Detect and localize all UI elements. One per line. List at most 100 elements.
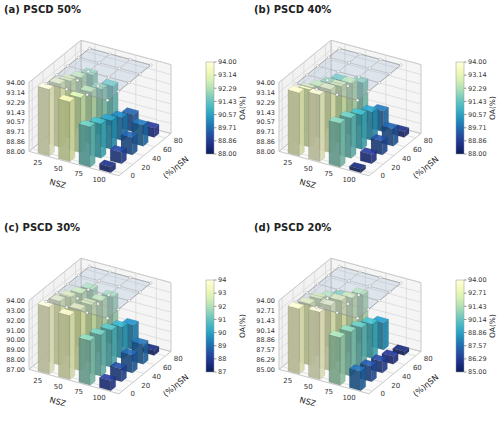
plane-dot	[76, 297, 79, 300]
y-tick-label: 20	[391, 382, 400, 390]
bar-face	[308, 92, 319, 162]
bar-face	[121, 131, 137, 138]
plane-dot	[378, 81, 381, 84]
bar-face	[90, 337, 95, 385]
plane-line	[87, 277, 130, 312]
colorbar-tick	[464, 358, 467, 359]
colorbar-tick-label: 93.14	[218, 71, 237, 79]
plane-line	[337, 277, 380, 312]
colorbar-tick-label: 88.86	[468, 137, 487, 145]
plane-dot	[86, 311, 89, 314]
plane-line	[317, 272, 360, 307]
x-tick-label: 100	[342, 176, 355, 184]
plane-line	[296, 302, 357, 319]
plane-line	[68, 284, 129, 301]
z-tick-label: 94.00	[256, 297, 275, 305]
plane-dot	[150, 282, 153, 285]
colorbar-tick-label: 93	[218, 289, 226, 297]
plane-dot	[338, 47, 341, 50]
bar-face	[329, 331, 345, 338]
bar-face	[70, 98, 75, 162]
plane-dot	[359, 271, 362, 274]
plane-dot	[306, 74, 309, 77]
grid	[29, 40, 171, 173]
plane-line	[296, 48, 339, 83]
z-tick-label: 94.00	[256, 79, 275, 87]
colorbar-tick-label: 85.00	[468, 368, 487, 376]
plane	[46, 266, 151, 318]
colorbar-tick-label: 92.71	[468, 289, 487, 297]
x-tick-label: 50	[54, 165, 63, 173]
plane-dot	[338, 265, 341, 268]
colorbar-bar	[206, 280, 214, 372]
bar	[110, 145, 126, 164]
y-tick-label: 60	[163, 146, 172, 154]
plane-dot	[45, 82, 48, 85]
bar	[308, 88, 324, 162]
bar-face	[132, 119, 148, 126]
bar-face	[58, 313, 69, 380]
panel: (b) PSCD 40%25507510002040608088.0088.86…	[254, 4, 497, 191]
z-tick-label: 94.00	[6, 79, 25, 87]
plane-dot	[128, 81, 131, 84]
plane-dot	[97, 303, 100, 306]
bar-face	[99, 160, 115, 167]
z-tick-label: 88.86	[256, 138, 275, 146]
plane-dot	[367, 308, 370, 311]
z-tick-label: 94.00	[6, 297, 25, 305]
plane-line	[89, 266, 150, 283]
y-tick-label: 20	[141, 382, 150, 390]
bar-face	[58, 99, 69, 162]
bar-face	[371, 355, 387, 362]
plane-dot	[88, 47, 91, 50]
colorbar-tick	[464, 88, 467, 89]
colorbar-tick	[214, 154, 217, 155]
plane-dot	[357, 294, 360, 297]
z-tick-label: 92.71	[256, 307, 275, 315]
bar-face	[340, 111, 356, 118]
colorbar-tick	[214, 358, 217, 359]
plane-dot	[118, 285, 121, 288]
chart: (a) PSCD 50%25507510002040608088.0088.86…	[0, 0, 500, 437]
bar-face	[288, 90, 299, 156]
plane-dot	[348, 61, 351, 64]
bar-face	[349, 368, 360, 390]
colorbar-tick-label: 90.57	[218, 111, 237, 119]
colorbar-tick-label: 86.29	[468, 355, 487, 363]
bar-face	[371, 134, 387, 141]
plane-line	[329, 275, 390, 292]
colorbar-label: OA(%)	[488, 96, 497, 120]
bar-face	[382, 122, 398, 129]
z-tick-label: 88.00	[6, 356, 25, 364]
x-tick-label: 75	[324, 388, 333, 396]
plane-dot	[117, 90, 120, 93]
y-tick-label: 20	[141, 164, 150, 172]
colorbar-tick	[214, 75, 217, 76]
z-tick-label: 88.00	[256, 148, 275, 156]
plane-dot	[327, 56, 330, 59]
x-tick-label: 75	[324, 170, 333, 178]
grid-line	[406, 61, 407, 130]
panes	[29, 258, 171, 394]
plane-dot	[317, 283, 320, 286]
plane-dot	[88, 265, 91, 268]
plane-dot	[65, 306, 68, 309]
colorbar-bar	[456, 280, 464, 372]
z-tick-label: 90.00	[6, 336, 25, 344]
panes	[279, 40, 421, 176]
bar-face	[70, 312, 75, 380]
y-tick-label: 40	[402, 373, 411, 381]
colorbar: 8788899091929394OA(%)	[206, 276, 247, 376]
plane-dot	[77, 56, 80, 59]
x-tick-label: 50	[304, 165, 313, 173]
x-tick-label: 25	[33, 377, 42, 385]
plane-dot	[295, 82, 298, 85]
bar-face	[349, 364, 365, 371]
grid	[29, 258, 171, 391]
colorbar-tick	[464, 345, 467, 346]
bar-face	[329, 120, 340, 167]
bar	[349, 162, 365, 173]
bar	[38, 300, 54, 374]
bar	[349, 364, 365, 390]
plane-line	[329, 57, 390, 74]
